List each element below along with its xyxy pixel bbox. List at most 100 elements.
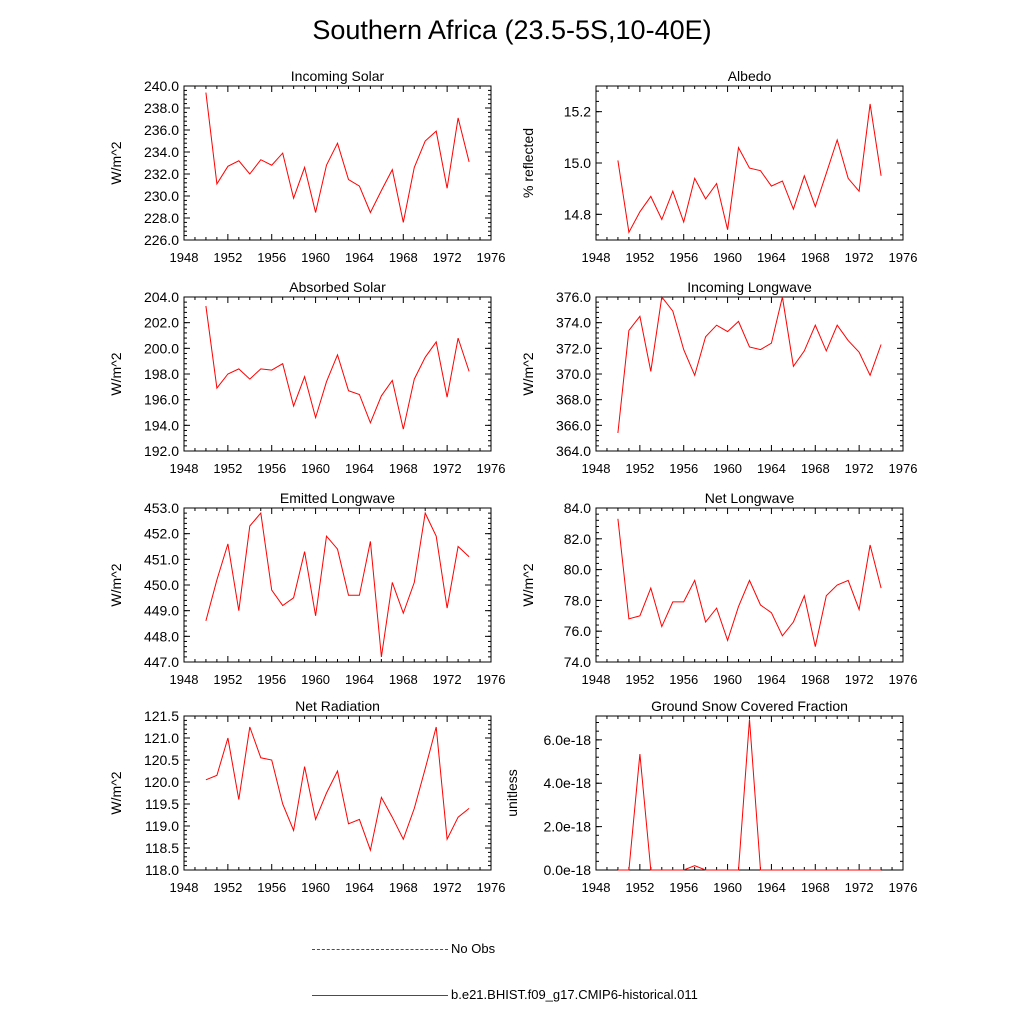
x-tick-label: 1952 [213,250,242,265]
x-tick-label: 1960 [301,672,330,687]
series-line [617,295,882,434]
y-tick-label: 374.0 [556,315,591,331]
panel-absorbed-solar: Absorbed Solar 1948 1952 1956 1960 1964 1968 19… [108,279,505,476]
y-tick-label: 449.0 [144,603,179,619]
figure-title: Southern Africa (23.5-5S,10-40E) [312,15,712,45]
y-tick-label: 120.0 [144,774,179,790]
x-tick-label: 1968 [389,461,418,476]
x-tick-label: 1960 [301,250,330,265]
legend-label-no-obs: No Obs [451,941,496,956]
x-tick-label: 1952 [625,880,654,895]
y-tick-label: 121.0 [144,730,179,746]
x-tick-label: 1964 [345,250,374,265]
x-tick-label: 1960 [301,461,330,476]
x-tick-label: 1960 [713,250,742,265]
plot-frame [183,715,492,871]
x-tick-label: 1964 [757,880,786,895]
x-tick-label: 1964 [345,461,374,476]
x-tick-label: 1948 [170,880,199,895]
x-tick-label: 1968 [389,880,418,895]
series-line [617,518,882,647]
legend-swatch-no-obs [312,949,448,950]
x-tick-label: 1956 [669,461,698,476]
x-tick-label: 1956 [669,250,698,265]
x-tick-label: 1968 [389,672,418,687]
x-tick-label: 1972 [433,672,462,687]
plot-frame [595,507,904,663]
panel-net-longwave: Net Longwave 1948 1952 1956 1960 1964 1968 1972… [520,490,917,687]
y-tick-label: 448.0 [144,628,179,644]
y-tick-label: 202.0 [144,315,179,331]
y-tick-label: 234.0 [144,144,179,160]
x-tick-label: 1976 [889,250,918,265]
panel-title: Emitted Longwave [280,490,395,506]
y-tick-label: 226.0 [144,232,179,248]
x-tick-label: 1948 [582,672,611,687]
panel-albedo: Albedo 1948 1952 1956 1960 1964 1968 1972 1976 14… [520,68,917,265]
x-tick-label: 1972 [433,250,462,265]
x-tick-label: 1964 [757,672,786,687]
y-tick-label: 0.0e-18 [544,862,592,878]
y-tick-label: 192.0 [144,443,179,459]
x-tick-label: 1956 [669,672,698,687]
panel-ground-snow-covered-fraction: Ground Snow Covered Fraction 1948 1952 1956… [504,698,917,895]
x-tick-label: 1968 [801,461,830,476]
y-tick-label: 368.0 [556,392,591,408]
y-tick-label: 238.0 [144,100,179,116]
x-tick-label: 1952 [213,880,242,895]
y-tick-label: 230.0 [144,188,179,204]
panel-title: Net Radiation [295,698,380,714]
x-tick-label: 1948 [582,461,611,476]
x-tick-label: 1948 [170,461,199,476]
x-tick-label: 1964 [757,250,786,265]
x-tick-label: 1968 [389,250,418,265]
y-tick-label: 14.8 [564,206,591,222]
x-tick-label: 1976 [477,250,506,265]
y-axis-label: W/m^2 [108,141,124,184]
x-tick-label: 1964 [345,672,374,687]
panel-emitted-longwave: Emitted Longwave 1948 1952 1956 1960 1964 1968… [108,490,505,687]
y-tick-label: 228.0 [144,210,179,226]
y-tick-label: 366.0 [556,417,591,433]
x-tick-label: 1976 [889,461,918,476]
y-tick-label: 447.0 [144,654,179,670]
x-tick-label: 1956 [257,672,286,687]
series-line [205,305,470,430]
y-tick-label: 74.0 [564,654,591,670]
x-tick-label: 1976 [889,880,918,895]
panel-title: Incoming Solar [291,68,385,84]
x-tick-label: 1952 [625,461,654,476]
x-tick-label: 1952 [213,672,242,687]
series-line [205,511,470,657]
x-tick-label: 1960 [713,672,742,687]
y-tick-label: 198.0 [144,366,179,382]
panel-title: Ground Snow Covered Fraction [651,698,848,714]
series-line [205,92,470,223]
x-tick-label: 1956 [669,880,698,895]
x-tick-label: 1952 [625,250,654,265]
y-tick-label: 4.0e-18 [544,775,592,791]
y-tick-label: 78.0 [564,592,591,608]
plot-frame [595,715,904,871]
y-tick-label: 194.0 [144,417,179,433]
panel-incoming-solar: Incoming Solar 1948 1952 1956 1960 1964 1968 19… [108,68,505,265]
panel-title: Albedo [728,68,772,84]
y-tick-label: 453.0 [144,500,179,516]
x-tick-label: 1956 [257,461,286,476]
y-tick-label: 80.0 [564,562,591,578]
plot-frame [595,296,904,452]
series-line [617,719,882,871]
x-tick-label: 1960 [713,461,742,476]
x-tick-label: 1952 [625,672,654,687]
x-tick-label: 1948 [582,250,611,265]
y-tick-label: 196.0 [144,392,179,408]
x-tick-label: 1960 [301,880,330,895]
panel-incoming-longwave: Incoming Longwave 1948 1952 1956 1960 1964 196… [520,279,917,476]
x-tick-label: 1948 [170,672,199,687]
y-tick-label: 372.0 [556,340,591,356]
y-tick-label: 450.0 [144,577,179,593]
x-tick-label: 1972 [845,250,874,265]
y-tick-label: 119.5 [145,796,179,812]
x-tick-label: 1948 [170,250,199,265]
x-tick-label: 1964 [757,461,786,476]
